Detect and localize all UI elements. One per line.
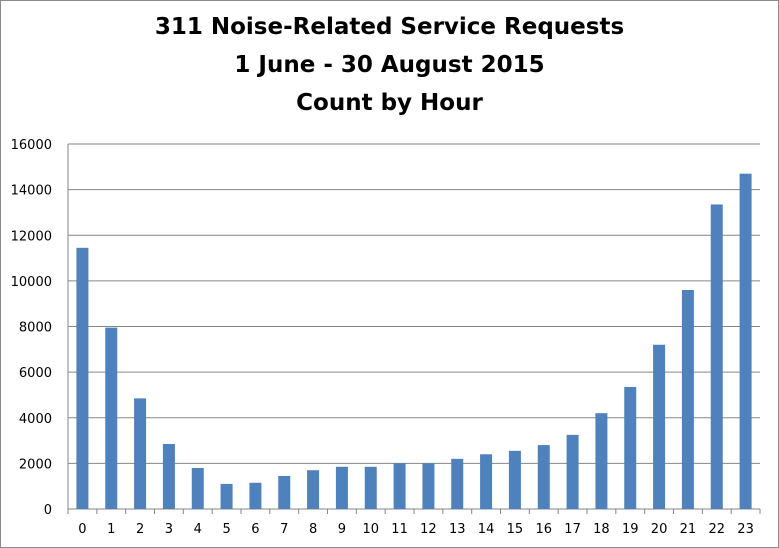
bar-hour-17 xyxy=(566,434,579,509)
x-tick-label: 18 xyxy=(593,522,610,537)
x-tick-label: 11 xyxy=(391,522,408,537)
y-tick-label: 10000 xyxy=(11,275,52,290)
x-tick-label: 10 xyxy=(362,522,379,537)
bar-hour-19 xyxy=(624,386,637,509)
y-tick-label: 8000 xyxy=(19,321,52,336)
y-tick-label: 0 xyxy=(44,503,52,518)
x-tick-label: 14 xyxy=(478,522,495,537)
x-tick-label: 23 xyxy=(737,522,754,537)
bar-hour-18 xyxy=(595,413,608,509)
x-tick-label: 15 xyxy=(507,522,524,537)
bar-hour-2 xyxy=(134,398,147,509)
bar-hour-10 xyxy=(364,466,377,509)
bar-hour-15 xyxy=(508,450,521,509)
y-tick-label: 6000 xyxy=(19,366,52,381)
bar-hour-21 xyxy=(681,290,694,509)
x-tick-label: 19 xyxy=(622,522,639,537)
bar-hour-5 xyxy=(220,483,233,509)
y-tick-label: 12000 xyxy=(11,229,52,244)
bar-hour-7 xyxy=(278,475,291,509)
chart-title-line-3: Count by Hour xyxy=(296,90,483,116)
x-tick-label: 16 xyxy=(535,522,552,537)
bar-hour-16 xyxy=(537,445,550,509)
chart-title-line-2: 1 June - 30 August 2015 xyxy=(234,52,545,78)
x-tick-label: 0 xyxy=(78,522,86,537)
bar-hour-13 xyxy=(451,458,464,509)
bar-hour-6 xyxy=(249,482,262,509)
bar-hour-1 xyxy=(105,327,118,509)
bar-hour-0 xyxy=(76,247,89,509)
x-tick-label: 5 xyxy=(222,522,230,537)
bar-hour-4 xyxy=(191,467,204,509)
x-tick-label: 8 xyxy=(309,522,317,537)
y-tick-label: 2000 xyxy=(19,457,52,472)
bar-hour-22 xyxy=(710,204,723,509)
x-tick-label: 1 xyxy=(107,522,115,537)
x-tick-label: 22 xyxy=(708,522,725,537)
x-tick-label: 4 xyxy=(194,522,202,537)
chart-title: 311 Noise-Related Service Requests 1 Jun… xyxy=(0,8,779,122)
chart-title-line-1: 311 Noise-Related Service Requests xyxy=(154,14,625,40)
bar-hour-23 xyxy=(739,173,752,509)
bar-hour-20 xyxy=(653,344,666,509)
bar-hour-3 xyxy=(162,443,175,509)
x-tick-label: 6 xyxy=(251,522,259,537)
bar-hour-12 xyxy=(422,463,435,509)
x-tick-label: 17 xyxy=(564,522,581,537)
x-tick-label: 3 xyxy=(165,522,173,537)
bar-hour-8 xyxy=(307,470,320,509)
y-tick-label: 16000 xyxy=(11,138,52,153)
x-tick-label: 20 xyxy=(651,522,668,537)
bar-hour-9 xyxy=(335,466,348,509)
bar-hour-14 xyxy=(480,454,493,509)
x-tick-label: 21 xyxy=(680,522,697,537)
x-tick-label: 7 xyxy=(280,522,288,537)
x-tick-label: 2 xyxy=(136,522,144,537)
x-tick-label: 9 xyxy=(338,522,346,537)
x-tick-label: 12 xyxy=(420,522,437,537)
x-tick-label: 13 xyxy=(449,522,466,537)
y-tick-label: 4000 xyxy=(19,412,52,427)
bar-hour-11 xyxy=(393,463,406,509)
y-tick-label: 14000 xyxy=(11,184,52,199)
